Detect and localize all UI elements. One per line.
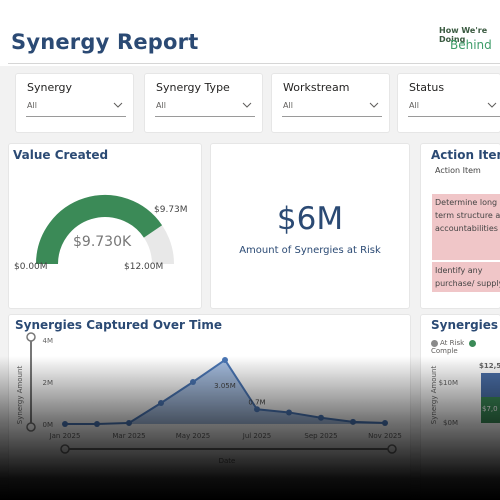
x-axis-label: Date xyxy=(219,457,236,465)
status-dropdown[interactable]: All xyxy=(408,97,500,117)
filter-synergy-type: Synergy Type All xyxy=(145,74,262,132)
legend-label: At Risk xyxy=(440,339,465,347)
table-column-header: Action Item xyxy=(435,166,481,175)
filter-workstream: Workstream All xyxy=(272,74,389,132)
card-title: Value Created xyxy=(13,148,109,162)
data-point[interactable] xyxy=(158,400,164,406)
table-row[interactable]: Identify any purchase/ supply xyxy=(432,262,500,292)
x-tick-label: Nov 2025 xyxy=(368,432,402,440)
data-point[interactable] xyxy=(254,406,260,413)
dropdown-value: All xyxy=(27,101,37,110)
chart-legend: At Risk Comple xyxy=(431,339,500,355)
card-title: Synergies Captured Over Time xyxy=(15,318,223,332)
y-tick-label: $10M xyxy=(439,379,458,387)
bar-segment-label: $7,0 xyxy=(482,405,498,413)
captured-over-time-card[interactable]: Synergies Captured Over Time Synergy Amo… xyxy=(9,315,410,500)
y-range-slider-handle[interactable] xyxy=(26,332,36,342)
gauge-fill xyxy=(36,195,163,265)
page-title: Synergy Report xyxy=(11,30,199,54)
data-point[interactable] xyxy=(382,419,388,426)
chevron-down-icon xyxy=(113,102,123,108)
x-tick-label: Jan 2025 xyxy=(49,432,81,440)
data-label: 3.05M xyxy=(214,382,236,390)
y-tick-label: 2M xyxy=(43,379,54,387)
y-range-slider-handle[interactable] xyxy=(26,422,36,432)
action-items-card[interactable]: Action Items Action Item Determine long … xyxy=(421,144,500,308)
filter-synergy: Synergy All xyxy=(16,74,133,132)
synergy-dropdown[interactable]: All xyxy=(26,97,126,117)
synergies-breakdown-card[interactable]: Synergies B At Risk Comple Synergy Amoun… xyxy=(421,315,500,500)
data-point[interactable] xyxy=(350,418,356,425)
data-point[interactable] xyxy=(126,419,132,426)
x-range-slider-handle[interactable] xyxy=(60,444,70,454)
x-tick-label: Mar 2025 xyxy=(112,432,145,440)
gauge-target-label: $9.73M xyxy=(154,205,188,215)
filter-label: Synergy xyxy=(27,81,73,94)
y-tick-label: 0M xyxy=(43,421,54,429)
value-created-card[interactable]: Value Created $9.730K $0.00M $12.00M $9.… xyxy=(9,144,201,308)
bar-total-label: $12,5 xyxy=(479,362,500,370)
chevron-down-icon xyxy=(487,102,497,108)
gauge-chart xyxy=(36,195,174,265)
y-tick-label: $0M xyxy=(443,419,458,427)
header-divider xyxy=(8,63,500,64)
gauge-value: $9.730K xyxy=(73,234,132,250)
legend-label: Comple xyxy=(431,347,458,355)
table-row[interactable]: Determine long term structure and accoun… xyxy=(432,194,500,260)
gauge-min-label: $0.00M xyxy=(14,262,48,272)
card-title: Synergies B xyxy=(431,318,500,332)
data-point[interactable] xyxy=(286,409,292,416)
x-tick-label: Sep 2025 xyxy=(304,432,337,440)
report-header xyxy=(0,0,500,66)
legend-marker xyxy=(469,339,477,347)
stacked-bar-segment[interactable] xyxy=(481,373,500,397)
x-tick-label: May 2025 xyxy=(176,432,211,440)
filter-label: Synergy Type xyxy=(156,81,230,94)
chevron-down-icon xyxy=(242,102,252,108)
filter-label: Status xyxy=(409,81,445,94)
data-point[interactable] xyxy=(190,379,196,385)
y-tick-label: 4M xyxy=(43,337,54,345)
workstream-dropdown[interactable]: All xyxy=(282,97,382,117)
legend-marker xyxy=(431,339,438,347)
kpi-caption: Amount of Synergies at Risk xyxy=(239,245,381,256)
x-range-slider-handle[interactable] xyxy=(387,444,397,454)
x-tick-label: Jul 2025 xyxy=(242,432,272,440)
dropdown-value: All xyxy=(409,101,419,110)
filter-label: Workstream xyxy=(283,81,350,94)
status-label: How We're Doing xyxy=(439,26,488,44)
synergy-type-dropdown[interactable]: All xyxy=(155,97,255,117)
area-fill xyxy=(65,359,385,424)
dropdown-value: All xyxy=(156,101,166,110)
data-point[interactable] xyxy=(318,414,324,421)
kpi-value: $6M xyxy=(276,201,344,237)
y-axis-label: Synergy Amount xyxy=(16,366,24,425)
card-title: Action Items xyxy=(431,148,500,162)
line-chart: Synergy Amount Date 0M 2M 4M Jan 2025 Mar 20… xyxy=(16,332,402,465)
filter-status: Status All xyxy=(398,74,500,132)
status-value: Behind xyxy=(450,38,492,52)
data-point[interactable] xyxy=(222,356,228,363)
synergies-at-risk-card[interactable]: $6M Amount of Synergies at Risk xyxy=(211,144,409,308)
data-label: 0.7M xyxy=(248,398,265,406)
breakdown-bar-chart: Synergy Amount $10M $0M $12,5 $7,0 xyxy=(430,362,500,427)
data-point[interactable] xyxy=(94,421,100,427)
y-axis-label: Synergy Amount xyxy=(430,366,438,425)
gauge-max-label: $12.00M xyxy=(124,262,164,272)
dropdown-value: All xyxy=(283,101,293,110)
data-point[interactable] xyxy=(62,421,68,427)
chevron-down-icon xyxy=(369,102,379,108)
